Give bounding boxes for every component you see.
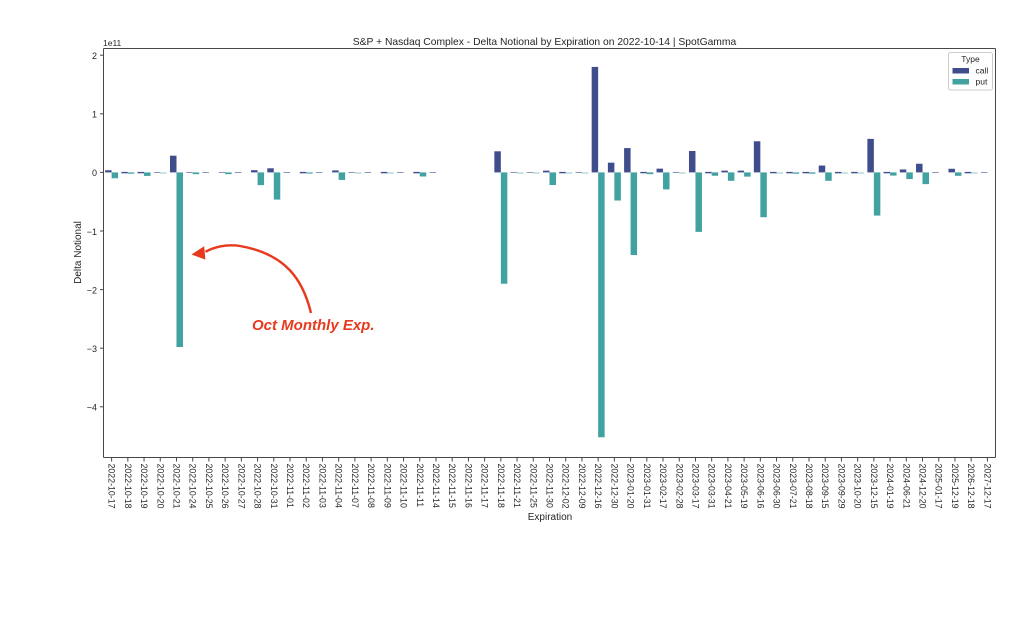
svg-text:Oct Monthly Exp.: Oct Monthly Exp. [252,317,375,334]
svg-text:2022-10-21: 2022-10-21 [171,464,181,509]
svg-text:1: 1 [92,110,97,120]
svg-text:2023-07-21: 2023-07-21 [788,464,798,509]
svg-text:2023-02-28: 2023-02-28 [674,464,684,509]
svg-text:2022-10-17: 2022-10-17 [107,464,117,509]
svg-text:2023-04-21: 2023-04-21 [723,464,733,509]
svg-text:2023-02-17: 2023-02-17 [658,464,668,509]
svg-text:2025-12-19: 2025-12-19 [950,464,960,509]
svg-text:2022-10-26: 2022-10-26 [220,464,230,509]
svg-text:2023-09-15: 2023-09-15 [820,464,830,509]
svg-text:2022-12-02: 2022-12-02 [561,464,571,509]
svg-text:−4: −4 [87,403,97,413]
svg-text:2022-11-21: 2022-11-21 [512,464,522,508]
svg-text:2022-11-10: 2022-11-10 [399,464,409,508]
svg-text:2022-12-09: 2022-12-09 [577,464,587,509]
svg-text:−3: −3 [87,344,97,354]
svg-text:2022-11-16: 2022-11-16 [463,464,473,508]
svg-text:2023-06-30: 2023-06-30 [772,464,782,509]
svg-text:2023-05-19: 2023-05-19 [739,464,749,509]
svg-text:2023-10-20: 2023-10-20 [853,464,863,509]
svg-text:−1: −1 [87,227,97,237]
svg-text:0: 0 [92,168,97,178]
svg-text:2022-11-30: 2022-11-30 [545,464,555,508]
svg-text:2023-03-31: 2023-03-31 [707,464,717,509]
svg-text:2022-10-25: 2022-10-25 [204,464,214,509]
svg-text:2022-10-20: 2022-10-20 [155,464,165,509]
svg-text:2022-10-18: 2022-10-18 [123,464,133,509]
svg-text:2022-11-07: 2022-11-07 [350,464,360,508]
svg-text:put: put [976,77,988,87]
svg-text:2025-01-17: 2025-01-17 [934,464,944,509]
svg-text:2022-11-15: 2022-11-15 [447,464,457,508]
svg-text:2022-12-30: 2022-12-30 [609,464,619,509]
svg-text:2022-10-24: 2022-10-24 [188,464,198,509]
svg-text:2022-10-31: 2022-10-31 [269,464,279,509]
svg-text:2022-10-19: 2022-10-19 [139,464,149,509]
svg-text:2022-11-25: 2022-11-25 [528,464,538,508]
svg-text:Type: Type [961,54,980,64]
svg-text:2: 2 [92,51,97,61]
svg-text:2023-03-17: 2023-03-17 [690,464,700,509]
svg-text:2022-11-14: 2022-11-14 [431,464,441,508]
svg-text:2022-11-09: 2022-11-09 [382,464,392,508]
svg-text:Delta Notional: Delta Notional [73,221,84,284]
svg-text:2022-12-16: 2022-12-16 [593,464,603,509]
svg-text:2026-12-18: 2026-12-18 [966,464,976,509]
svg-text:2024-06-21: 2024-06-21 [901,464,911,509]
svg-text:2027-12-17: 2027-12-17 [982,464,992,509]
svg-text:2023-01-20: 2023-01-20 [626,464,636,509]
svg-text:2022-11-04: 2022-11-04 [334,464,344,508]
svg-text:call: call [976,66,989,76]
svg-text:2023-08-18: 2023-08-18 [804,464,814,509]
svg-text:2022-11-02: 2022-11-02 [301,464,311,508]
svg-text:2023-06-16: 2023-06-16 [755,464,765,509]
svg-text:2022-11-08: 2022-11-08 [366,464,376,508]
svg-text:2022-11-01: 2022-11-01 [285,464,295,508]
svg-text:2022-11-11: 2022-11-11 [415,464,425,508]
svg-text:−2: −2 [87,285,97,295]
svg-text:2022-10-28: 2022-10-28 [253,464,263,509]
svg-text:2024-12-20: 2024-12-20 [918,464,928,509]
svg-text:2023-01-31: 2023-01-31 [642,464,652,509]
svg-text:S&P + Nasdaq Complex - Delta N: S&P + Nasdaq Complex - Delta Notional by… [353,37,737,48]
svg-text:1e11: 1e11 [103,38,122,48]
svg-text:2022-11-17: 2022-11-17 [480,464,490,508]
svg-text:2023-12-15: 2023-12-15 [869,464,879,509]
svg-text:Expiration: Expiration [528,512,572,523]
svg-text:2023-09-29: 2023-09-29 [836,464,846,509]
svg-text:2022-11-18: 2022-11-18 [496,464,506,508]
svg-text:2022-11-03: 2022-11-03 [317,464,327,508]
svg-text:2024-01-19: 2024-01-19 [885,464,895,509]
svg-text:2022-10-27: 2022-10-27 [236,464,246,509]
